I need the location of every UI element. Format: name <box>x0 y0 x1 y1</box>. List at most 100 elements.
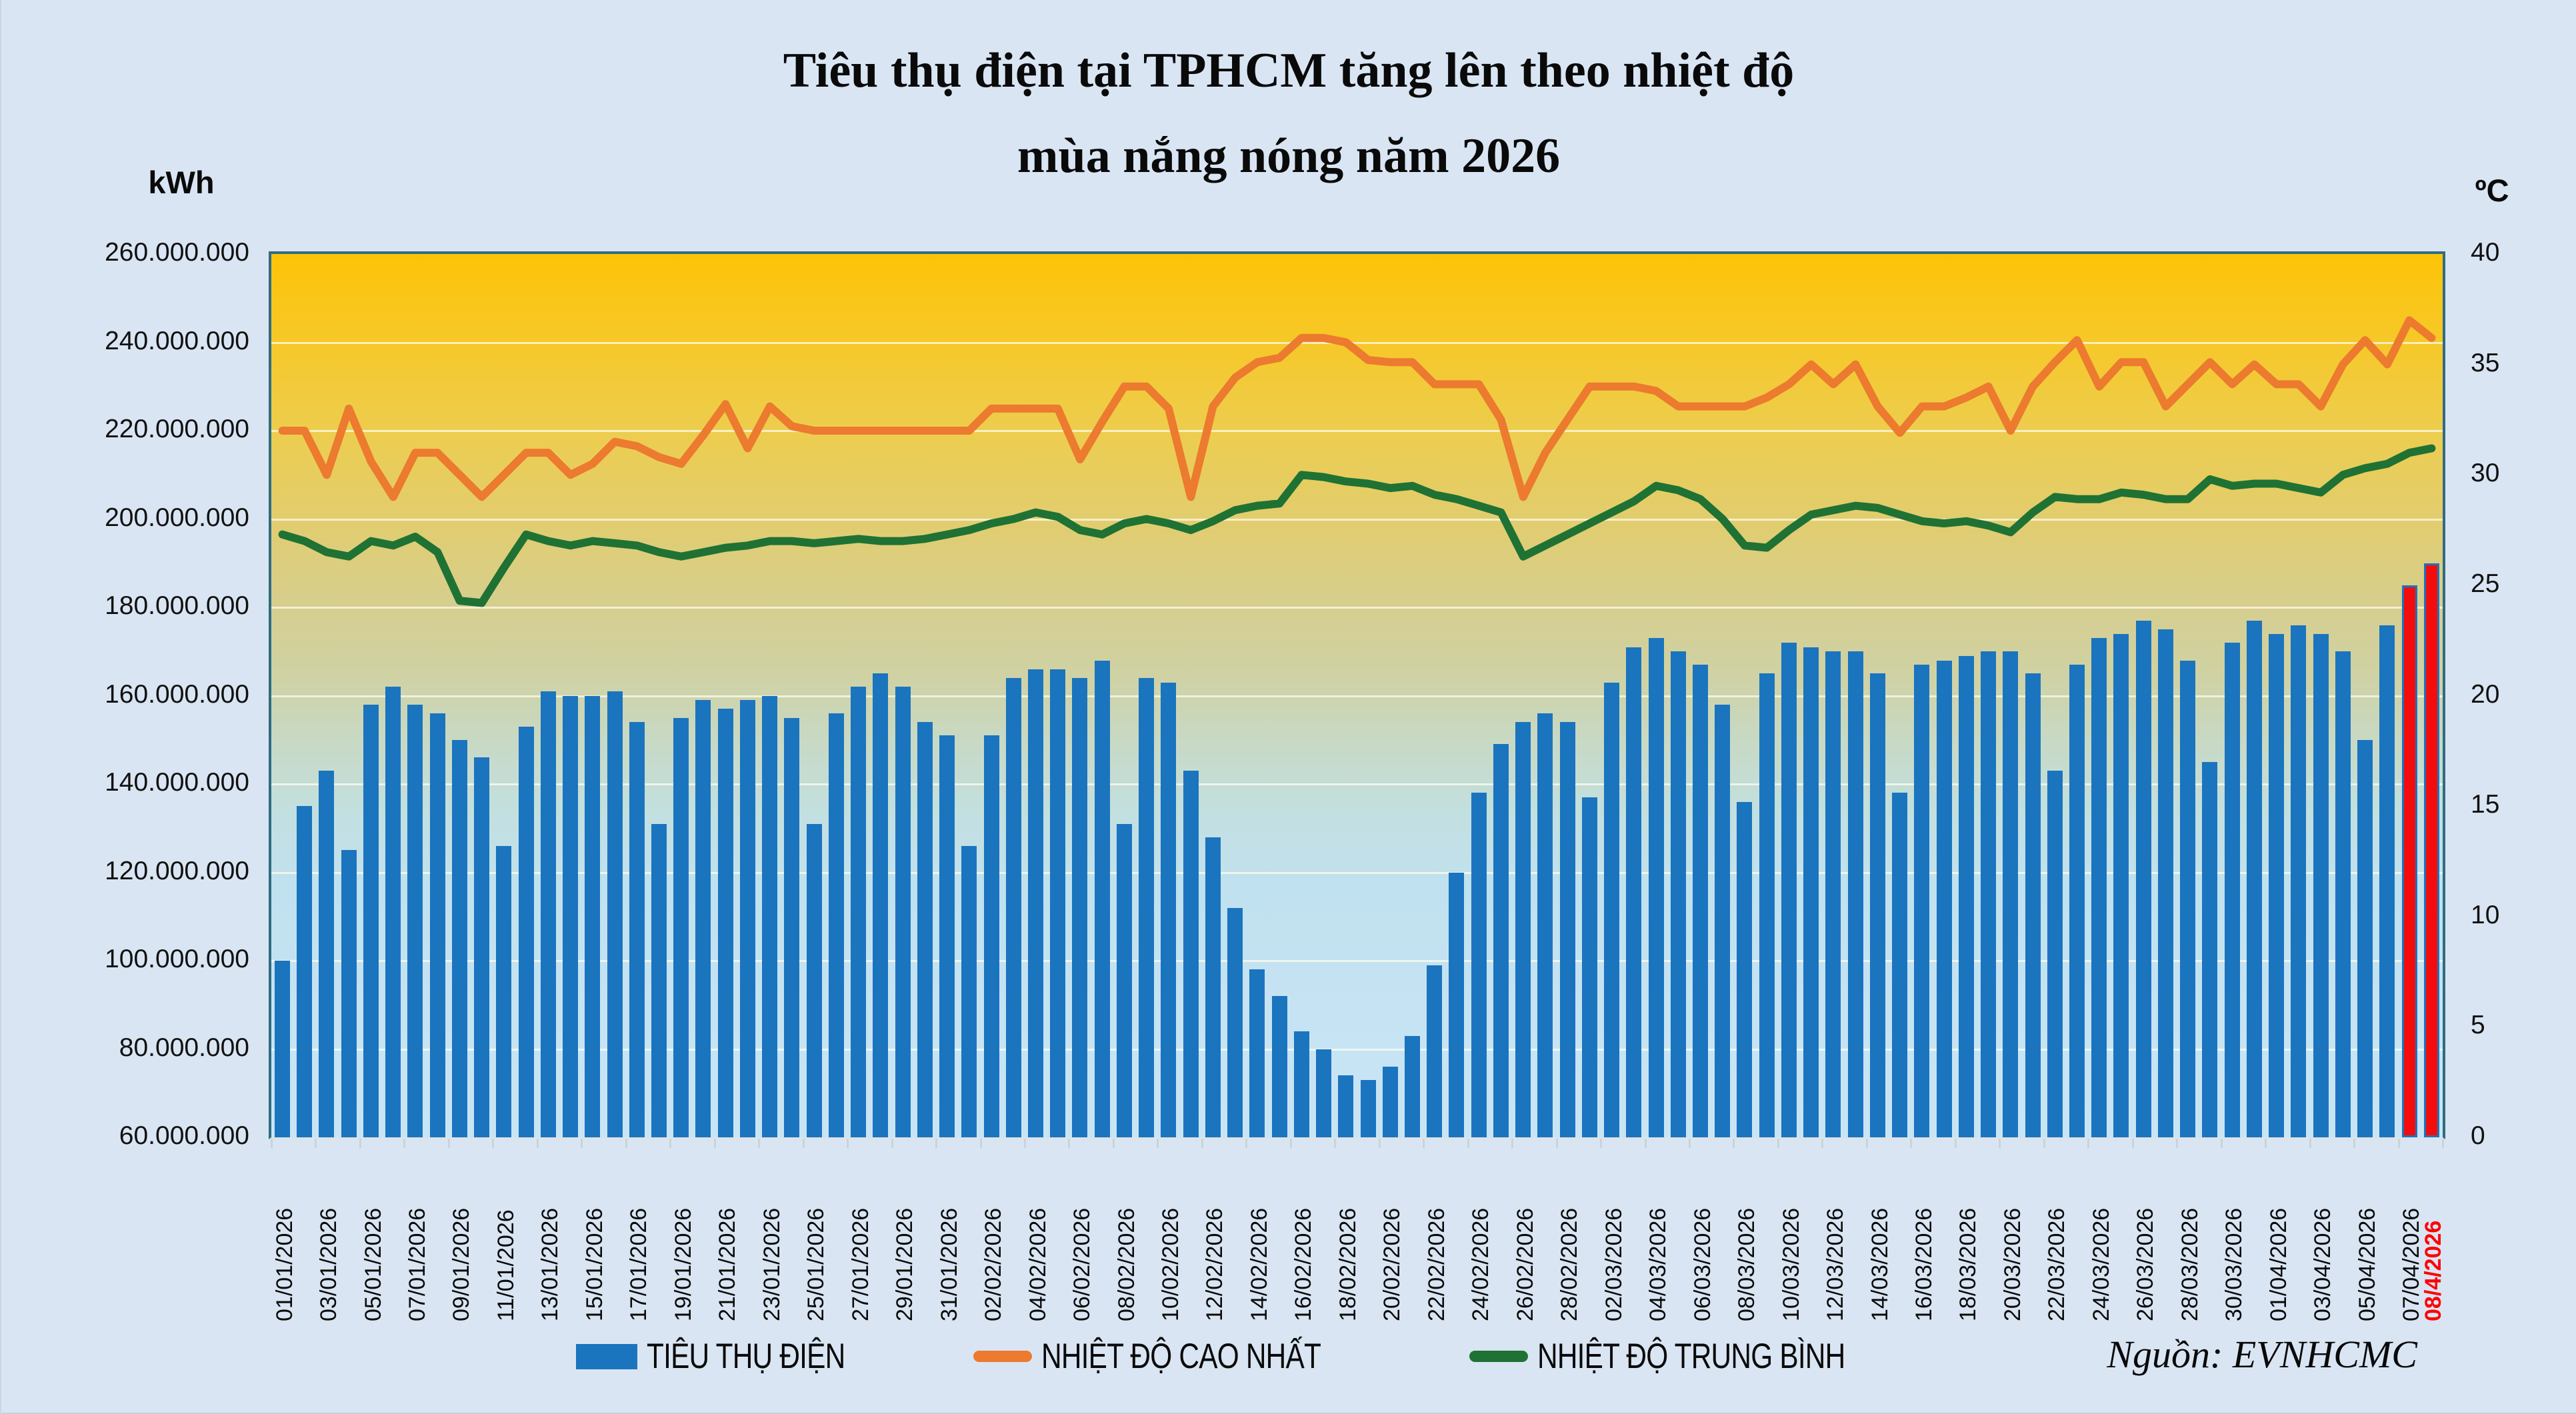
x-tick-label: 10/02/2026 <box>1158 1207 1183 1321</box>
x-tick-label: 30/03/2026 <box>2221 1207 2247 1321</box>
bar <box>983 735 999 1137</box>
bar <box>2113 633 2129 1137</box>
bar <box>1759 673 1775 1137</box>
x-axis-tick-mark <box>935 1139 938 1148</box>
bar <box>784 717 800 1137</box>
y-axis-left-tick: 200.000.000 <box>105 503 249 532</box>
y-axis-left-tick: 140.000.000 <box>105 768 249 797</box>
x-tick-label: 04/02/2026 <box>1025 1207 1051 1321</box>
bar <box>1693 665 1709 1137</box>
gridline <box>271 783 2443 785</box>
x-tick-label: 05/04/2026 <box>2354 1207 2380 1321</box>
bar <box>873 673 889 1137</box>
x-axis-tick-mark <box>891 1139 893 1148</box>
x-axis-tick-mark <box>1733 1139 1735 1148</box>
bar <box>717 709 733 1137</box>
x-axis-tick-mark <box>758 1139 761 1148</box>
bar <box>1471 793 1487 1137</box>
bar <box>1581 797 1597 1137</box>
x-axis-tick-mark <box>1467 1139 1469 1148</box>
x-tick-label: 03/04/2026 <box>2310 1207 2336 1321</box>
bar <box>1892 793 1908 1137</box>
bar <box>2313 633 2329 1137</box>
x-axis-tick-mark <box>447 1139 450 1148</box>
bar <box>2180 660 2196 1137</box>
bar <box>607 691 623 1137</box>
bar <box>1382 1067 1398 1137</box>
x-tick-label: 07/01/2026 <box>405 1207 431 1321</box>
x-axis-tick-mark <box>1910 1139 1913 1148</box>
x-axis-tick-mark <box>1112 1139 1115 1148</box>
bar <box>1604 682 1620 1137</box>
bar <box>1338 1075 1354 1137</box>
bar <box>2224 643 2240 1137</box>
bar <box>2091 638 2107 1137</box>
x-tick-label: 14/02/2026 <box>1246 1207 1272 1321</box>
bar <box>695 700 711 1137</box>
x-tick-label: 08/03/2026 <box>1734 1207 1760 1321</box>
bar <box>1803 647 1819 1137</box>
x-tick-label: 24/02/2026 <box>1468 1207 1494 1321</box>
bar <box>563 695 579 1137</box>
bar <box>1005 678 1021 1137</box>
gridline <box>271 695 2443 697</box>
y-axis-right-tick: 25 <box>2471 569 2500 598</box>
bar <box>385 687 401 1137</box>
x-axis-tick-mark <box>979 1139 982 1148</box>
x-tick-label: 26/03/2026 <box>2133 1207 2159 1321</box>
x-tick-label-highlight: 08/4/2026 <box>2421 1220 2447 1321</box>
x-axis-tick-mark <box>847 1139 849 1148</box>
x-axis-tick-mark <box>1378 1139 1381 1148</box>
legend-item-avg-temp: NHIỆT ĐỘ TRUNG BÌNH <box>1469 1336 1922 1377</box>
bar <box>1559 722 1575 1137</box>
x-axis-tick-mark <box>536 1139 539 1148</box>
x-tick-label: 03/01/2026 <box>316 1207 342 1321</box>
x-tick-label: 21/01/2026 <box>715 1207 741 1321</box>
avg-temp-line-swatch-icon <box>1469 1351 1528 1362</box>
bar <box>1869 673 1885 1137</box>
bar <box>1648 638 1664 1137</box>
x-axis-tick-mark <box>2265 1139 2267 1148</box>
legend-item-max-temp: NHIỆT ĐỘ CAO NHẤT <box>973 1336 1391 1377</box>
x-axis-tick-mark <box>802 1139 805 1148</box>
x-tick-label: 22/03/2026 <box>2044 1207 2070 1321</box>
bar <box>1094 660 1110 1137</box>
y-axis-left-tick: 260.000.000 <box>105 238 249 267</box>
x-axis-tick-mark <box>1689 1139 1691 1148</box>
bar <box>1072 678 1088 1137</box>
x-tick-label: 10/03/2026 <box>1778 1207 1804 1321</box>
bar <box>1360 1079 1376 1137</box>
x-axis-tick-mark <box>713 1139 716 1148</box>
bar <box>1737 801 1753 1137</box>
bar <box>2246 620 2262 1137</box>
x-tick-label: 24/03/2026 <box>2088 1207 2114 1321</box>
x-axis-tick-mark <box>1245 1139 1248 1148</box>
bar <box>1293 1031 1309 1137</box>
bar <box>1825 651 1841 1137</box>
x-tick-label: 20/03/2026 <box>1999 1207 2025 1321</box>
x-tick-label: 18/03/2026 <box>1955 1207 1981 1321</box>
bar <box>585 695 601 1137</box>
bar <box>1493 744 1509 1137</box>
y-axis-left-tick: 240.000.000 <box>105 326 249 355</box>
bar <box>1316 1049 1332 1137</box>
bar <box>2291 625 2307 1137</box>
x-axis-tick-mark <box>2442 1139 2444 1148</box>
legend: TIÊU THỤ ĐIỆN NHIỆT ĐỘ CAO NHẤT NHIỆT ĐỘ… <box>576 1336 1921 1377</box>
y-axis-left-tick: 120.000.000 <box>105 856 249 885</box>
x-tick-label: 01/01/2026 <box>271 1207 297 1321</box>
x-tick-label: 31/01/2026 <box>936 1207 962 1321</box>
bar <box>629 722 645 1137</box>
x-axis-tick-mark <box>669 1139 672 1148</box>
x-axis-tick-mark <box>1023 1139 1026 1148</box>
bar <box>1670 651 1686 1137</box>
x-axis-tick-mark <box>2397 1139 2400 1148</box>
bar <box>1626 647 1642 1137</box>
bar <box>341 850 357 1137</box>
x-axis-tick-mark <box>625 1139 627 1148</box>
bar <box>1027 669 1043 1137</box>
x-tick-label: 18/02/2026 <box>1335 1207 1361 1321</box>
bar-highlighted <box>2401 585 2417 1137</box>
bar <box>851 687 867 1137</box>
bar <box>806 823 822 1137</box>
